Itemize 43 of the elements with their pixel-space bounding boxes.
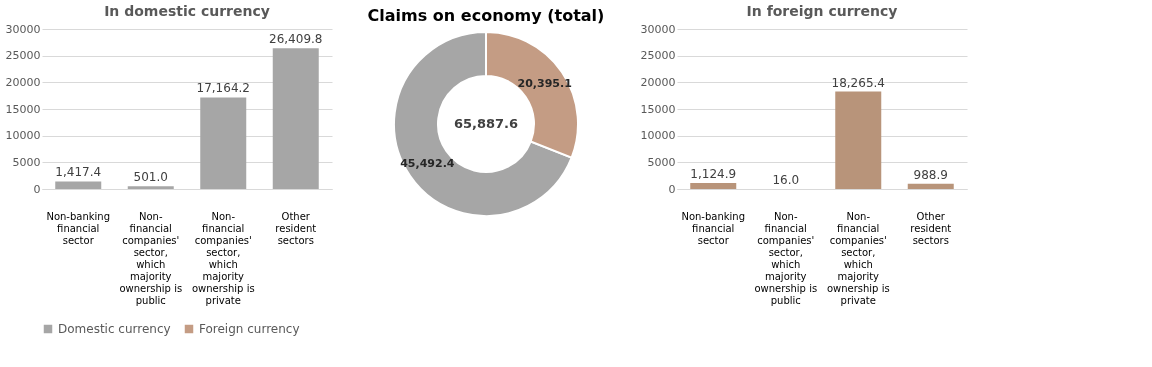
y-tick-label: 25000 [5, 49, 41, 63]
x-tick-label: Non-financial companies' sector, which majority ownership is public [754, 210, 818, 306]
y-tick-label: 0 [33, 182, 41, 196]
data-label: 26,409.8 [269, 32, 323, 47]
y-tick-label: 20000 [640, 75, 676, 89]
legend-label: Foreign currency [199, 322, 300, 336]
bar [55, 181, 102, 189]
y-tick-label: 10000 [5, 129, 41, 143]
data-label: 18,265.4 [831, 75, 885, 90]
y-tick-label: 20000 [5, 75, 41, 89]
bar [200, 97, 247, 189]
legend-label: Domestic currency [58, 322, 171, 336]
x-tick-label: Non-banking financial sector [681, 210, 746, 246]
data-label: 501.0 [133, 170, 168, 185]
y-tick-label: 30000 [640, 22, 676, 36]
y-tick-label: 0 [668, 182, 676, 196]
data-label: 1,417.4 [55, 165, 102, 180]
chart-title: Claims on economy (total) [367, 6, 605, 25]
bar [690, 183, 737, 189]
x-tick-label: Non-financial companies' sector, which majority ownership is public [119, 210, 183, 306]
y-tick-label: 15000 [640, 102, 676, 116]
chart-title: In foreign currency [746, 3, 898, 19]
bar [835, 91, 882, 189]
x-tick-label: Non-financial companies' sector, which majority ownership is private [191, 210, 255, 306]
x-tick-label: Non-financial companies' sector, which majority ownership is private [826, 210, 890, 306]
y-tick-label: 25000 [640, 49, 676, 63]
y-tick-label: 5000 [12, 155, 41, 169]
data-label: 1,124.9 [690, 167, 737, 181]
bar [907, 183, 954, 189]
data-label: 988.9 [913, 167, 948, 182]
y-tick-label: 30000 [5, 22, 41, 36]
y-tick-label: 5000 [647, 155, 676, 169]
bar [127, 186, 174, 189]
chart-title: In domestic currency [104, 3, 270, 19]
bar [272, 48, 319, 189]
text: 65,887.6 [453, 116, 519, 131]
x-tick-label: Non-banking financial sector [46, 210, 111, 246]
x-tick-label: Other resident sectors [910, 210, 952, 246]
data-label: 17,164.2 [196, 81, 250, 96]
x-tick-label: Other resident sectors [275, 210, 317, 246]
data-label: 16.0 [772, 172, 800, 187]
y-tick-label: 10000 [640, 129, 676, 143]
y-tick-label: 15000 [5, 102, 41, 116]
